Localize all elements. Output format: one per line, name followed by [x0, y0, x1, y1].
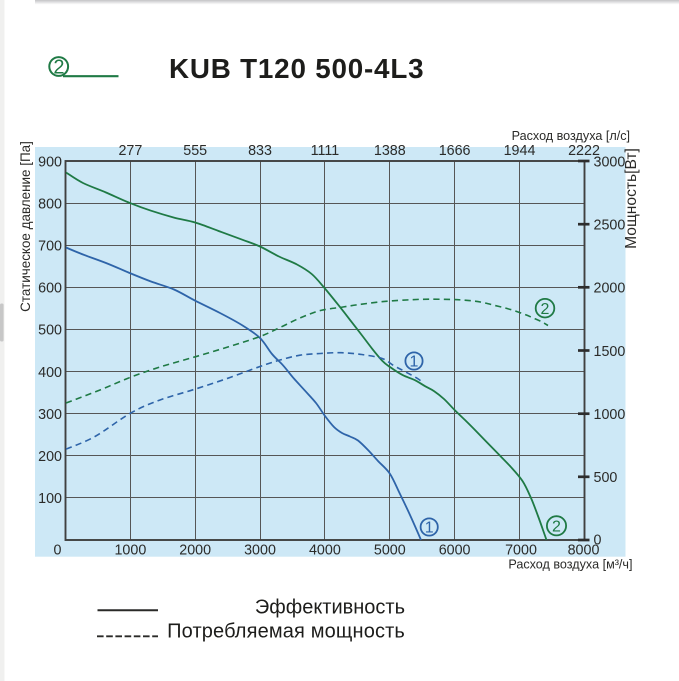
svg-text:Расход воздуха [м³/ч]: Расход воздуха [м³/ч] — [508, 558, 632, 572]
svg-text:700: 700 — [38, 239, 62, 255]
svg-text:1666: 1666 — [439, 143, 471, 159]
svg-text:277: 277 — [118, 143, 142, 159]
svg-text:Потребляемая мощность: Потребляемая мощность — [167, 620, 405, 642]
svg-text:1000: 1000 — [114, 543, 146, 559]
svg-text:1944: 1944 — [504, 143, 536, 159]
svg-text:800: 800 — [38, 196, 62, 212]
svg-text:2000: 2000 — [179, 543, 211, 559]
svg-text:1500: 1500 — [594, 344, 626, 360]
svg-text:Статическое давление [Па]: Статическое давление [Па] — [18, 141, 33, 312]
svg-text:1: 1 — [425, 520, 434, 537]
svg-text:833: 833 — [248, 143, 272, 159]
svg-text:2: 2 — [53, 57, 64, 79]
svg-text:8000: 8000 — [568, 543, 600, 559]
svg-text:1388: 1388 — [374, 143, 406, 159]
svg-text:100: 100 — [38, 491, 62, 507]
svg-text:300: 300 — [38, 407, 62, 423]
svg-text:4000: 4000 — [309, 543, 341, 559]
svg-text:200: 200 — [38, 449, 62, 465]
svg-text:0: 0 — [594, 532, 602, 548]
svg-text:500: 500 — [38, 323, 62, 339]
svg-text:555: 555 — [183, 143, 207, 159]
svg-text:7000: 7000 — [505, 543, 537, 559]
svg-text:400: 400 — [38, 365, 62, 381]
svg-text:500: 500 — [594, 470, 618, 486]
svg-text:KUB T120 500-4L3: KUB T120 500-4L3 — [169, 53, 424, 84]
svg-text:1000: 1000 — [594, 407, 626, 423]
svg-text:1: 1 — [410, 354, 419, 371]
svg-text:3000: 3000 — [244, 543, 276, 559]
svg-text:600: 600 — [38, 281, 62, 297]
svg-text:1111: 1111 — [311, 143, 340, 159]
svg-text:900: 900 — [38, 154, 62, 170]
svg-text:2222: 2222 — [568, 143, 600, 159]
svg-text:2500: 2500 — [594, 218, 626, 234]
svg-text:Расход воздуха [л/с]: Расход воздуха [л/с] — [512, 129, 630, 143]
svg-text:2: 2 — [541, 301, 550, 318]
svg-text:5000: 5000 — [374, 543, 406, 559]
svg-text:2: 2 — [552, 518, 561, 535]
svg-text:2000: 2000 — [594, 281, 626, 297]
svg-text:6000: 6000 — [439, 543, 471, 559]
svg-text:Мощность[Вт]: Мощность[Вт] — [623, 148, 640, 249]
svg-text:3000: 3000 — [594, 154, 626, 170]
svg-text:Эффективность: Эффективность — [255, 597, 405, 619]
svg-text:0: 0 — [54, 543, 62, 559]
